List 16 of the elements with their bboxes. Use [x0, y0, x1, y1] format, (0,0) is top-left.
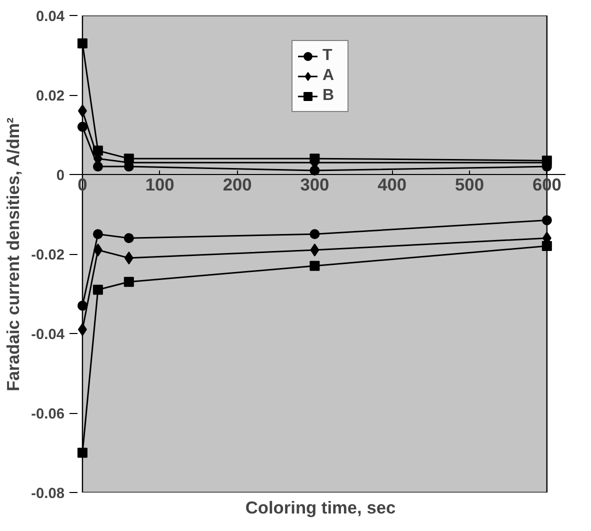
- x-tick-label: 400: [378, 174, 407, 194]
- x-tick-label: 500: [455, 174, 484, 194]
- legend-label: T: [322, 47, 334, 65]
- x-tick-label: 300: [300, 174, 330, 194]
- y-tick-label: -0.08: [31, 486, 64, 502]
- y-axis-title: Faradaic current densities, A/dm²: [3, 117, 24, 392]
- y-tick-label: 0.02: [36, 88, 65, 104]
- y-tick-label: 0.04: [36, 9, 66, 25]
- legend-label: B: [322, 87, 336, 105]
- x-tick-label: 100: [145, 174, 174, 194]
- x-axis-title: Coloring time, sec: [245, 498, 396, 518]
- x-tick-label: 200: [222, 174, 252, 194]
- y-tick-label: -0.02: [31, 248, 64, 264]
- y-tick-label: -0.06: [31, 406, 64, 422]
- y-tick-label: -0.04: [31, 327, 66, 343]
- legend-label: A: [322, 67, 336, 85]
